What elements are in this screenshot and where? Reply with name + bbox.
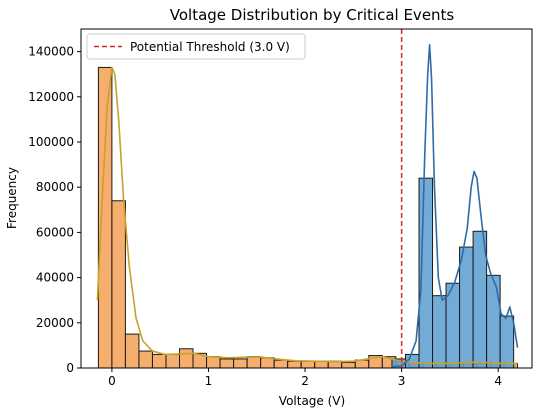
histogram-bar-1-15: [287, 360, 302, 369]
y-axis: 0 20000 40000 60000 80000 100000 120000 140000: [28, 45, 81, 375]
histogram-bar-1-9: [206, 356, 221, 369]
histogram-bar-1-10: [219, 358, 235, 369]
y-tick-label-100000: 100000: [28, 135, 74, 149]
histogram-bar-2-9: [499, 315, 515, 369]
histogram-bar-1-16: [300, 360, 316, 369]
histogram-bar-2-8: [486, 274, 501, 369]
x-tick-label-1: 1: [205, 374, 213, 388]
x-tick-label-3: 3: [398, 374, 406, 388]
y-tick-label-0: 0: [66, 361, 74, 375]
histogram-bar-1-1: [97, 66, 113, 369]
legend-box: [86, 33, 306, 60]
kde-curve-1: [96, 66, 518, 365]
y-tick-label-60000: 60000: [36, 225, 74, 239]
x-tick-label-2: 2: [301, 374, 309, 388]
x-axis-label: Voltage (V): [279, 394, 345, 408]
x-tick-label-4: 4: [494, 374, 502, 388]
histogram-bar-1-12: [246, 356, 262, 369]
plot-area: [96, 29, 519, 369]
y-tick-label-40000: 40000: [36, 271, 74, 285]
y-tick-label-80000: 80000: [36, 180, 74, 194]
histogram-bar-1-14: [273, 359, 289, 369]
y-axis-label: Frequency: [5, 167, 19, 229]
histogram-bar-1-2: [111, 200, 126, 369]
axes-frame: [80, 28, 533, 369]
x-axis: 0 1 2 3 4: [108, 368, 502, 388]
legend-threshold-label: Potential Threshold (3.0 V): [130, 40, 290, 54]
histogram-bar-2-4: [432, 295, 447, 369]
histogram-bar-1-13: [260, 357, 275, 369]
legend: Potential Threshold (3.0 V): [86, 33, 306, 60]
histogram-bar-1-7: [179, 348, 194, 369]
chart-title: Voltage Distribution by Critical Events: [170, 6, 455, 24]
y-tick-label-120000: 120000: [28, 90, 74, 104]
x-tick-label-0: 0: [108, 374, 116, 388]
histogram-bar-1-4: [138, 350, 153, 369]
histogram-bar-1-11: [233, 358, 248, 369]
histogram-bar-1-6: [165, 353, 181, 369]
kde-curve-2: [391, 44, 519, 368]
y-tick-label-20000: 20000: [36, 316, 74, 330]
histogram-bar-1-19: [341, 361, 356, 369]
histogram-bar-2-6: [459, 246, 474, 369]
histogram-bar-1-3: [124, 333, 140, 369]
histogram-bar-1-5: [151, 353, 167, 369]
y-tick-label-140000: 140000: [28, 45, 74, 59]
